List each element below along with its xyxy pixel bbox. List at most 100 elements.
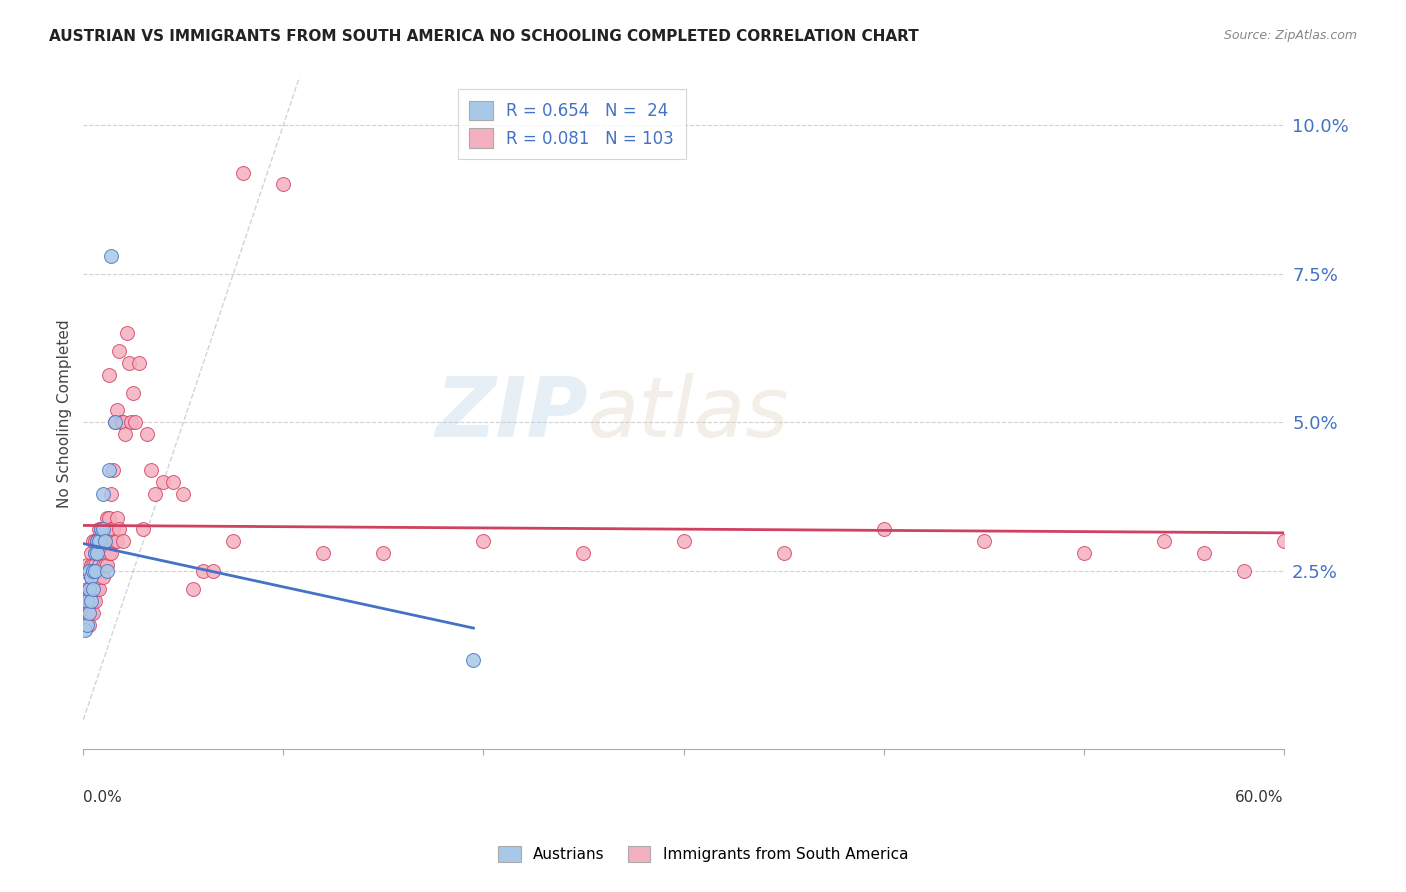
Point: [89, 522, 111, 536]
Point: [76, 606, 98, 620]
Point: [84, 570, 107, 584]
Point: [128, 356, 150, 370]
Point: [110, 415, 132, 429]
Point: [112, 534, 135, 549]
Point: [82, 582, 104, 596]
Point: [104, 534, 127, 549]
Text: 60.0%: 60.0%: [1236, 789, 1284, 805]
Point: [90, 564, 112, 578]
Point: [273, 178, 295, 192]
Point: [91, 570, 114, 584]
Point: [96, 534, 118, 549]
Point: [118, 356, 141, 370]
Point: [75, 593, 97, 607]
Point: [80, 593, 103, 607]
Point: [100, 522, 122, 536]
Text: atlas: atlas: [588, 373, 789, 454]
Point: [124, 415, 146, 429]
Point: [94, 522, 117, 536]
Point: [103, 522, 125, 536]
Point: [100, 486, 122, 500]
Point: [80, 606, 103, 620]
Point: [103, 534, 125, 549]
Point: [84, 558, 107, 572]
Point: [86, 546, 108, 560]
Y-axis label: No Schooling Completed: No Schooling Completed: [58, 319, 72, 508]
Point: [120, 415, 142, 429]
Point: [117, 326, 139, 340]
Point: [79, 564, 101, 578]
Point: [98, 546, 121, 560]
Point: [82, 558, 104, 572]
Point: [84, 546, 107, 560]
Point: [152, 475, 174, 489]
Point: [86, 534, 108, 549]
Point: [132, 522, 155, 536]
Point: [772, 546, 794, 560]
Point: [105, 403, 128, 417]
Point: [1192, 546, 1215, 560]
Point: [104, 415, 127, 429]
Point: [108, 343, 131, 358]
Text: ZIP: ZIP: [434, 373, 588, 454]
Point: [312, 546, 335, 560]
Point: [84, 534, 107, 549]
Point: [79, 564, 101, 578]
Point: [75, 564, 97, 578]
Point: [90, 522, 112, 536]
Point: [222, 534, 245, 549]
Point: [94, 546, 117, 560]
Point: [79, 582, 101, 596]
Point: [463, 653, 485, 667]
Point: [104, 415, 127, 429]
Point: [105, 534, 128, 549]
Point: [122, 385, 145, 400]
Point: [84, 564, 107, 578]
Point: [76, 617, 98, 632]
Point: [98, 534, 121, 549]
Point: [91, 558, 114, 572]
Point: [89, 558, 111, 572]
Point: [89, 534, 111, 549]
Point: [141, 463, 163, 477]
Point: [136, 427, 159, 442]
Point: [193, 564, 215, 578]
Point: [90, 546, 112, 560]
Point: [80, 582, 103, 596]
Point: [79, 617, 101, 632]
Point: [84, 593, 107, 607]
Point: [80, 593, 103, 607]
Point: [172, 486, 194, 500]
Legend: R = 0.654   N =  24, R = 0.081   N = 103: R = 0.654 N = 24, R = 0.081 N = 103: [458, 89, 686, 160]
Point: [80, 546, 103, 560]
Point: [82, 564, 104, 578]
Point: [973, 534, 995, 549]
Point: [89, 546, 111, 560]
Point: [94, 534, 117, 549]
Point: [82, 606, 104, 620]
Point: [98, 463, 121, 477]
Point: [80, 558, 103, 572]
Point: [96, 558, 118, 572]
Point: [202, 564, 225, 578]
Point: [91, 522, 114, 536]
Point: [86, 546, 108, 560]
Point: [98, 510, 121, 524]
Point: [872, 522, 894, 536]
Point: [672, 534, 695, 549]
Point: [94, 558, 117, 572]
Point: [82, 582, 104, 596]
Point: [96, 510, 118, 524]
Point: [89, 570, 111, 584]
Point: [105, 510, 128, 524]
Point: [89, 534, 111, 549]
Point: [96, 564, 118, 578]
Point: [162, 475, 184, 489]
Text: 0.0%: 0.0%: [83, 789, 122, 805]
Text: Source: ZipAtlas.com: Source: ZipAtlas.com: [1223, 29, 1357, 42]
Point: [75, 624, 97, 638]
Point: [143, 486, 166, 500]
Point: [1153, 534, 1175, 549]
Point: [100, 546, 122, 560]
Point: [79, 606, 101, 620]
